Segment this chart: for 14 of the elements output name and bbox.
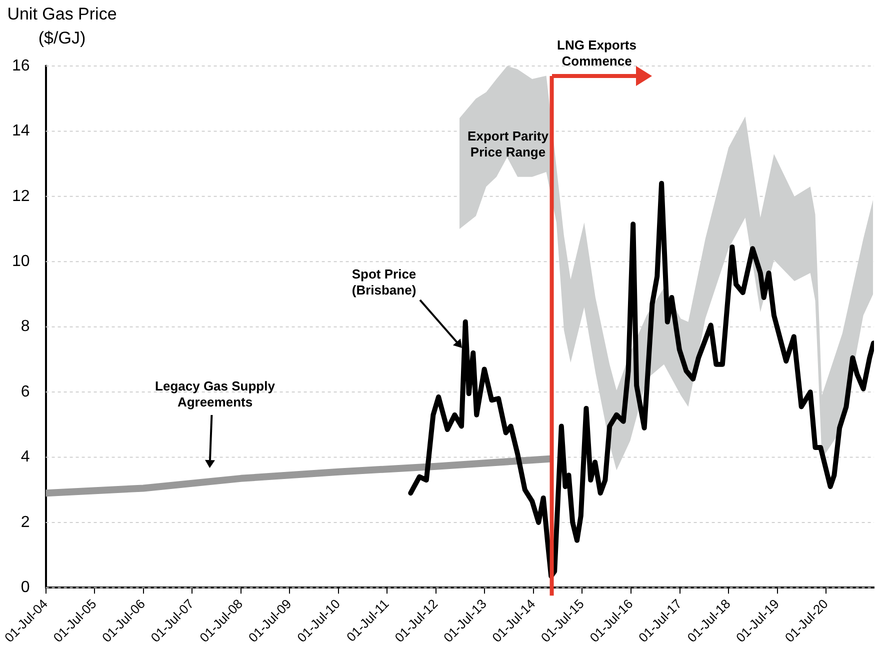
y-tick-label: 8 xyxy=(20,318,30,336)
annotation: Legacy Gas Supply Agreements xyxy=(155,378,276,410)
annotation: Export Parity Price Range xyxy=(468,128,550,160)
y-tick-label: 0 xyxy=(20,579,30,596)
y-tick-label: 14 xyxy=(12,122,30,140)
y-tick-label: 4 xyxy=(20,448,30,466)
y-tick-label: 12 xyxy=(12,188,30,205)
y-axis-title: Unit Gas Price ($/GJ) xyxy=(7,4,117,48)
ref-line-label: LNG Exports Commence xyxy=(557,38,637,69)
y-tick-label: 16 xyxy=(12,57,30,74)
y-tick-label: 2 xyxy=(20,514,30,531)
annotation: Spot Price (Brisbane) xyxy=(352,266,416,298)
y-tick-label: 6 xyxy=(20,383,30,400)
y-tick-label: 10 xyxy=(12,253,30,270)
